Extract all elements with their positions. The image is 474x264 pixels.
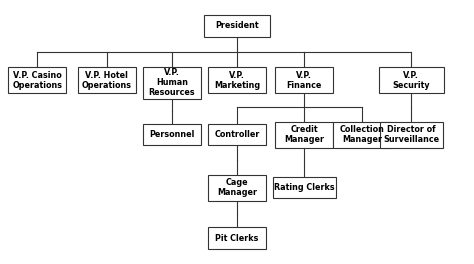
- Text: V.P.
Human
Resources: V.P. Human Resources: [149, 68, 195, 97]
- Text: Cage
Manager: Cage Manager: [217, 178, 257, 197]
- Text: President: President: [215, 21, 259, 30]
- FancyBboxPatch shape: [8, 67, 66, 93]
- Text: V.P.
Security: V.P. Security: [392, 71, 430, 90]
- Text: Pit Clerks: Pit Clerks: [215, 234, 259, 243]
- Text: Rating Clerks: Rating Clerks: [274, 183, 335, 192]
- FancyBboxPatch shape: [78, 67, 136, 93]
- FancyBboxPatch shape: [273, 177, 336, 198]
- Text: Credit
Manager: Credit Manager: [284, 125, 324, 144]
- Text: V.P.
Marketing: V.P. Marketing: [214, 71, 260, 90]
- FancyBboxPatch shape: [143, 124, 201, 145]
- FancyBboxPatch shape: [208, 175, 266, 201]
- FancyBboxPatch shape: [275, 122, 333, 148]
- FancyBboxPatch shape: [208, 124, 266, 145]
- Text: Director of
Surveillance: Director of Surveillance: [383, 125, 439, 144]
- Text: V.P.
Finance: V.P. Finance: [287, 71, 322, 90]
- FancyBboxPatch shape: [275, 67, 333, 93]
- Text: Personnel: Personnel: [149, 130, 195, 139]
- Text: V.P. Casino
Operations: V.P. Casino Operations: [12, 71, 62, 90]
- FancyBboxPatch shape: [379, 67, 444, 93]
- Text: Controller: Controller: [214, 130, 260, 139]
- Text: Collection
Manager: Collection Manager: [340, 125, 385, 144]
- Text: V.P. Hotel
Operations: V.P. Hotel Operations: [82, 71, 132, 90]
- FancyBboxPatch shape: [143, 67, 201, 99]
- FancyBboxPatch shape: [204, 15, 270, 36]
- FancyBboxPatch shape: [208, 67, 266, 93]
- FancyBboxPatch shape: [333, 122, 392, 148]
- FancyBboxPatch shape: [208, 228, 266, 249]
- FancyBboxPatch shape: [380, 122, 443, 148]
